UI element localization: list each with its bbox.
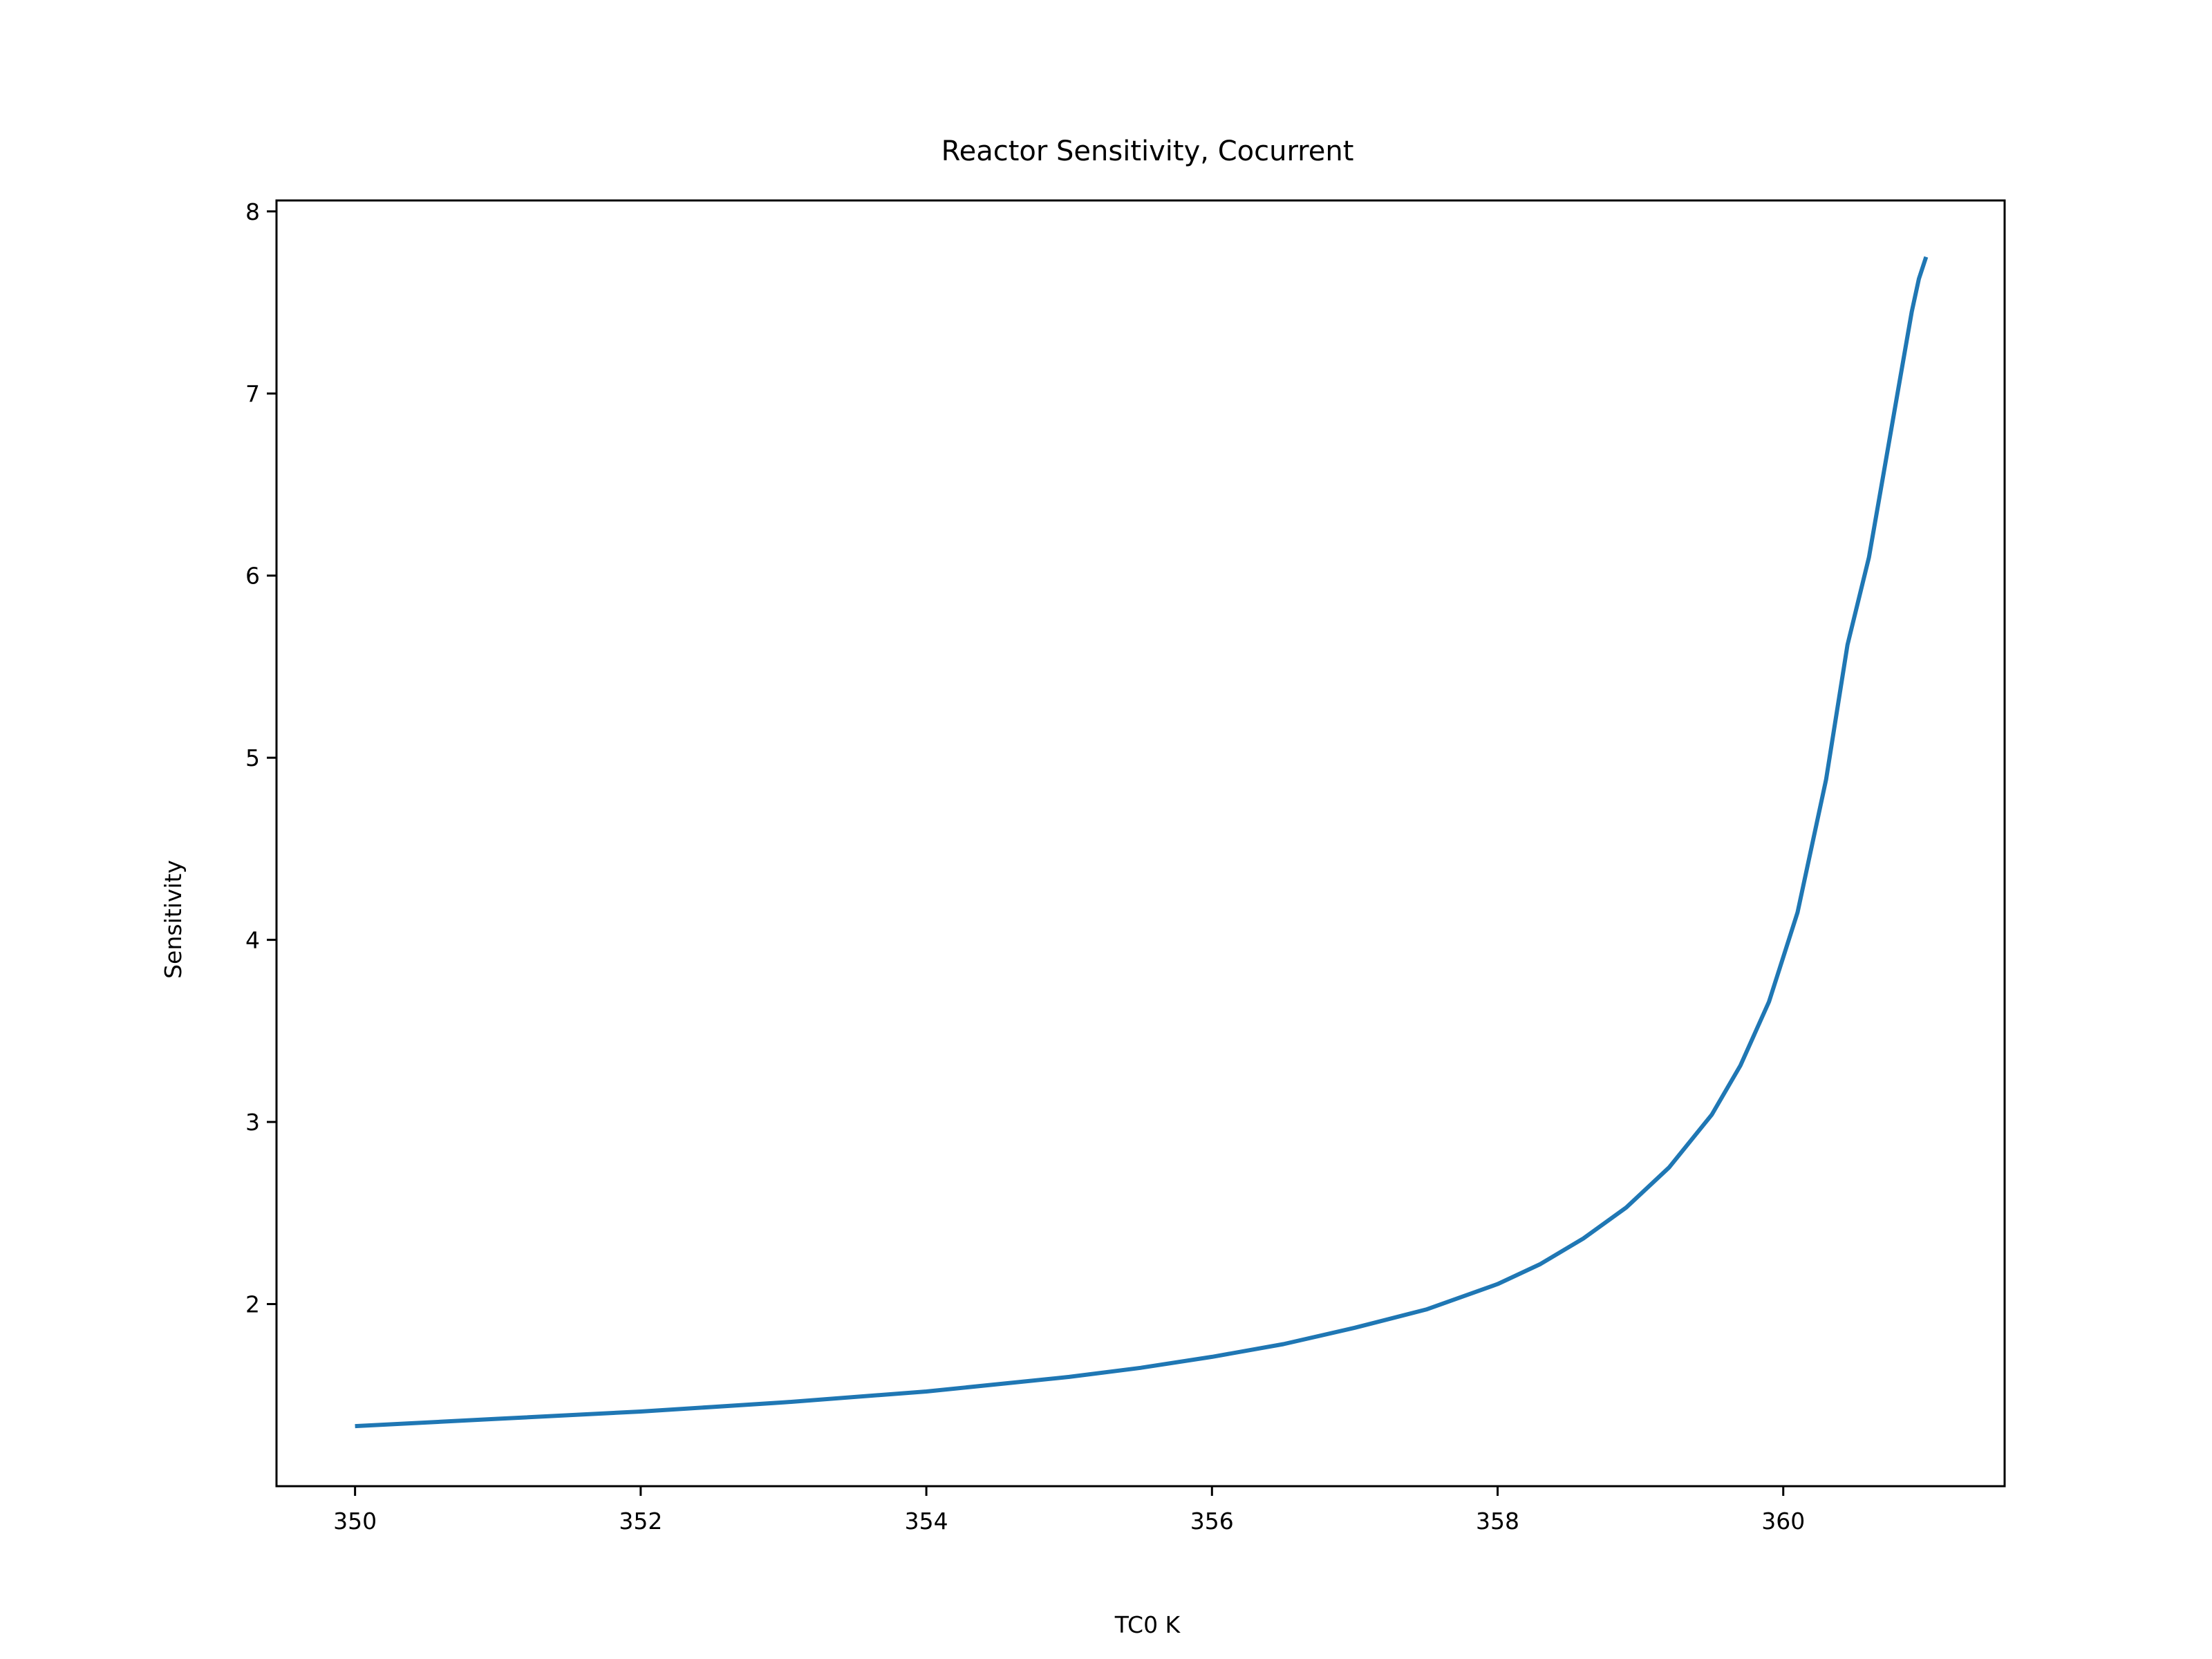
axes-frame bbox=[275, 199, 2006, 1488]
x-axis-label: TC0 K bbox=[1114, 1611, 1181, 1638]
x-tick-label: 360 bbox=[1761, 1508, 1805, 1535]
y-axis-label: Sensitivity bbox=[160, 860, 187, 979]
y-tick-label: 3 bbox=[245, 1109, 260, 1136]
plot-area: 350 352 354 356 358 360 2 3 4 5 6 7 8 bbox=[245, 198, 2006, 1535]
chart-title: Reactor Sensitivity, Cocurrent bbox=[941, 135, 1354, 167]
y-tick-label: 7 bbox=[245, 380, 260, 407]
y-tick-label: 8 bbox=[245, 198, 260, 225]
y-tick-label: 2 bbox=[245, 1291, 260, 1318]
x-tick-label: 356 bbox=[1190, 1508, 1234, 1535]
x-tick-label: 354 bbox=[905, 1508, 948, 1535]
x-tick-label: 350 bbox=[333, 1508, 377, 1535]
x-tick-label: 352 bbox=[619, 1508, 662, 1535]
x-tick-label: 358 bbox=[1476, 1508, 1519, 1535]
y-tick-label: 4 bbox=[245, 927, 260, 954]
series-line-1 bbox=[355, 256, 1929, 1429]
y-tick-label: 5 bbox=[245, 744, 260, 771]
y-tick-label: 6 bbox=[245, 563, 260, 590]
